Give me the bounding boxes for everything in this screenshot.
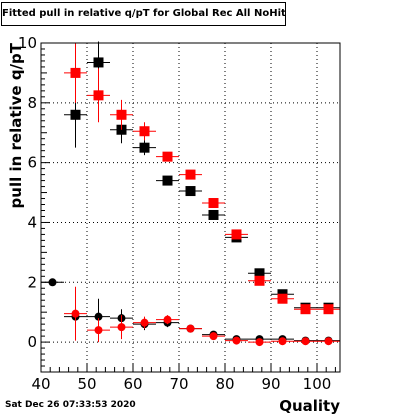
x-axis-title: Quality	[279, 397, 340, 414]
data-point-square	[116, 109, 127, 120]
data-point-square	[162, 151, 173, 162]
y-tick-label: 4	[27, 213, 37, 231]
series-1	[64, 43, 340, 315]
timestamp: Sat Dec 26 07:33:53 2020	[5, 400, 136, 410]
data-point-square	[254, 268, 265, 279]
data-point-square	[70, 109, 81, 120]
data-point-circle	[186, 324, 195, 333]
data-point-square	[208, 209, 219, 220]
y-axis-title: pull in relative q/pT	[7, 42, 25, 208]
y-tick-label: 2	[27, 273, 37, 291]
data-point-circle	[301, 337, 310, 346]
data-point-circle	[278, 337, 287, 346]
x-tick-label: 60	[123, 375, 142, 393]
data-point-square	[231, 229, 242, 240]
y-tick-label: 8	[27, 94, 37, 112]
data-point-circle	[255, 338, 264, 347]
data-point-square	[139, 142, 150, 153]
data-point-circle	[163, 315, 172, 324]
data-point-square	[185, 169, 196, 180]
data-point-circle	[71, 309, 80, 318]
data-point-circle	[209, 332, 218, 341]
data-point-square	[185, 186, 196, 197]
x-tick-label: 90	[261, 375, 280, 393]
chart-title: Fitted pull in relative q/pT for Global …	[1, 2, 286, 26]
series-2	[41, 278, 340, 345]
data-point-square	[277, 293, 288, 304]
data-point-square	[93, 57, 104, 68]
y-tick-label: 10	[18, 34, 37, 52]
y-tick-label: 6	[27, 154, 37, 172]
data-point-square	[323, 304, 334, 315]
data-point-circle	[117, 323, 126, 332]
data-point-square	[208, 198, 219, 209]
series-3	[64, 286, 340, 347]
data-point-circle	[94, 312, 103, 321]
data-point-square	[300, 304, 311, 315]
grid-layer	[41, 43, 340, 372]
series-0	[64, 41, 340, 313]
axis-ticks: 40 50 60 70 80 90 100 0 2 4 6 8 10	[18, 34, 336, 393]
data-point-square	[70, 67, 81, 78]
data-point-circle	[140, 318, 149, 327]
data-point-square	[254, 275, 265, 286]
x-tick-label: 70	[169, 375, 188, 393]
data-point-square	[93, 90, 104, 101]
data-marks	[41, 41, 340, 347]
data-point-circle	[324, 337, 333, 346]
data-point-circle	[232, 336, 241, 345]
x-tick-label: 50	[77, 375, 96, 393]
data-point-circle	[48, 278, 57, 287]
x-tick-label: 100	[303, 375, 332, 393]
data-point-circle	[94, 326, 103, 335]
x-tick-label: 40	[31, 375, 50, 393]
plot-frame	[40, 42, 341, 373]
data-point-square	[139, 126, 150, 137]
y-tick-label: 0	[27, 333, 37, 351]
data-point-square	[162, 175, 173, 186]
x-tick-label: 80	[215, 375, 234, 393]
